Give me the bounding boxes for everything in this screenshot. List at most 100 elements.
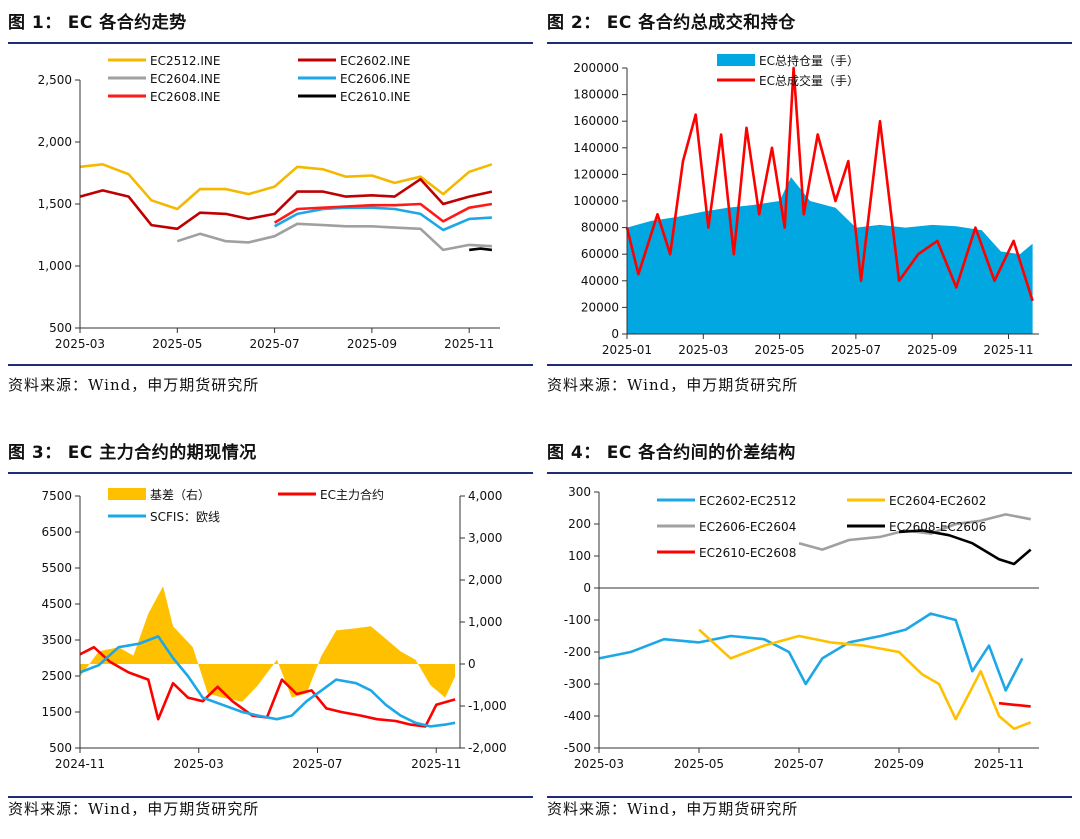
series-line-5 (469, 247, 493, 252)
x-tick-label: 2025-05 (152, 337, 202, 351)
figure-1-source: 资料来源：Wind，申万期货研究所 (8, 376, 260, 394)
x-tick-label: 2025-03 (678, 343, 728, 357)
y-tick-label: 2,500 (38, 73, 72, 87)
y-tick-label: 60000 (581, 247, 619, 261)
y2-tick-label: 1,000 (468, 615, 502, 629)
y-tick-label: 120000 (573, 167, 619, 181)
y-tick-label: 300 (568, 485, 591, 499)
series-line-1 (625, 66, 1034, 302)
figure-2-chart: 0 20000 40000 60000 80000 100000 120000 140000 1… (573, 53, 1039, 357)
x-tick-label: 2025-05 (755, 343, 805, 357)
x-tick-label: 2025-07 (250, 337, 300, 351)
y-tick-label: 6500 (41, 525, 72, 539)
y-tick-label: 1,000 (38, 259, 72, 273)
y-tick-label: 80000 (581, 221, 619, 235)
x-tick-label: 2025-09 (874, 757, 924, 771)
y-tick-label: 2,000 (38, 135, 72, 149)
legend-label: EC2604.INE (150, 72, 220, 86)
legend-label: EC2610-EC2608 (699, 546, 796, 560)
y-tick-label: -200 (564, 645, 591, 659)
legend-label: EC2608-EC2606 (889, 520, 986, 534)
y-tick-label: -300 (564, 677, 591, 691)
y-tick-label: 500 (49, 321, 72, 335)
figure-1-bottom-rule (8, 364, 533, 366)
y-tick-label: 200000 (573, 61, 619, 75)
figure-1-title: 图 1： EC 各合约走势 (8, 13, 187, 33)
x-tick-label: 2025-09 (347, 337, 397, 351)
figure-4-chart: -500 -400 -300 -200 -100 0 100 200 300 2025-03 202… (564, 485, 1039, 771)
x-tick-label: 2025-07 (831, 343, 881, 357)
y2-tick-label: 3,000 (468, 531, 502, 545)
y-tick-label: 1,500 (38, 197, 72, 211)
y-tick-label: 20000 (581, 300, 619, 314)
legend-label: EC2610.INE (340, 90, 410, 104)
y-tick-label: 100000 (573, 194, 619, 208)
legend-label: EC2606.INE (340, 72, 410, 86)
x-tick-label: 2025-11 (411, 757, 461, 771)
y-tick-label: 180000 (573, 88, 619, 102)
x-tick-label: 2025-07 (292, 757, 342, 771)
series-line-3 (898, 529, 1032, 566)
figure-4-panel: 图 4： EC 各合约间的价差结构 -500 -400 -300 -200 -100 0 10… (547, 436, 1072, 836)
y-tick-label: 0 (583, 581, 591, 595)
y-tick-label: 7500 (41, 489, 72, 503)
y-tick-label: 0 (611, 327, 619, 341)
series-line-2 (798, 513, 1031, 551)
series-line-0 (79, 163, 493, 211)
series-line-2 (79, 635, 456, 728)
y-tick-label: -100 (564, 613, 591, 627)
y-tick-label: 5500 (41, 561, 72, 575)
y-tick-label: 500 (49, 741, 72, 755)
series-line-1 (79, 177, 493, 231)
x-tick-label: 2025-11 (974, 757, 1024, 771)
figure-3-panel: 图 3： EC 主力合约的期现情况 500 1500 2500 3500 4500 5500… (8, 436, 533, 836)
y2-tick-label: -2,000 (468, 741, 507, 755)
y2-tick-label: 0 (468, 657, 476, 671)
legend-swatch (717, 54, 755, 66)
figure-2-panel: 图 2： EC 各合约总成交和持仓 0 20000 40000 60000 80000 10… (547, 6, 1072, 406)
series-line-3 (273, 206, 492, 232)
legend-label: EC2512.INE (150, 54, 220, 68)
legend-label: 基差（右） (150, 487, 210, 502)
y-tick-label: 140000 (573, 141, 619, 155)
y-tick-label: 100 (568, 549, 591, 563)
series-area-0 (80, 586, 456, 702)
figure-4-top-rule (547, 472, 1072, 474)
y2-tick-label: 2,000 (468, 573, 502, 587)
x-tick-label: 2025-05 (674, 757, 724, 771)
legend-label: EC2606-EC2604 (699, 520, 796, 534)
series-line-4 (998, 701, 1031, 708)
y2-tick-label: -1,000 (468, 699, 507, 713)
legend-swatch (108, 488, 146, 500)
x-tick-label: 2025-09 (907, 343, 957, 357)
figure-3-bottom-rule (8, 796, 533, 798)
legend-label: EC2604-EC2602 (889, 494, 986, 508)
figure-2-top-rule (547, 42, 1072, 44)
y-tick-label: 160000 (573, 114, 619, 128)
legend-label: SCFIS：欧线 (150, 510, 220, 524)
legend-label: EC主力合约 (320, 487, 384, 502)
x-tick-label: 2025-11 (444, 337, 494, 351)
figure-4-title: 图 4： EC 各合约间的价差结构 (547, 443, 796, 463)
x-tick-label: 2025-03 (55, 337, 105, 351)
x-tick-label: 2025-01 (602, 343, 652, 357)
figure-4-source: 资料来源：Wind，申万期货研究所 (547, 800, 799, 818)
y-tick-label: 4500 (41, 597, 72, 611)
figure-3-source: 资料来源：Wind，申万期货研究所 (8, 800, 260, 818)
legend-label: EC2608.INE (150, 90, 220, 104)
x-tick-label: 2025-11 (983, 343, 1033, 357)
series-area-0 (627, 177, 1033, 334)
figure-1-top-rule (8, 42, 533, 44)
figure-3-title: 图 3： EC 主力合约的期现情况 (8, 443, 257, 463)
figure-1-panel: 图 1： EC 各合约走势 500 1,000 1,500 2,000 2,500 2025… (8, 6, 533, 406)
y-tick-label: 1500 (41, 705, 72, 719)
legend-label: EC2602.INE (340, 54, 410, 68)
figure-2-bottom-rule (547, 364, 1072, 366)
series-line-0 (598, 612, 1024, 692)
y-tick-label: 200 (568, 517, 591, 531)
figure-2-source: 资料来源：Wind，申万期货研究所 (547, 376, 799, 394)
legend-label: EC2602-EC2512 (699, 494, 796, 508)
x-tick-label: 2025-03 (174, 757, 224, 771)
y-tick-label: 2500 (41, 669, 72, 683)
figure-2-title: 图 2： EC 各合约总成交和持仓 (547, 13, 796, 33)
